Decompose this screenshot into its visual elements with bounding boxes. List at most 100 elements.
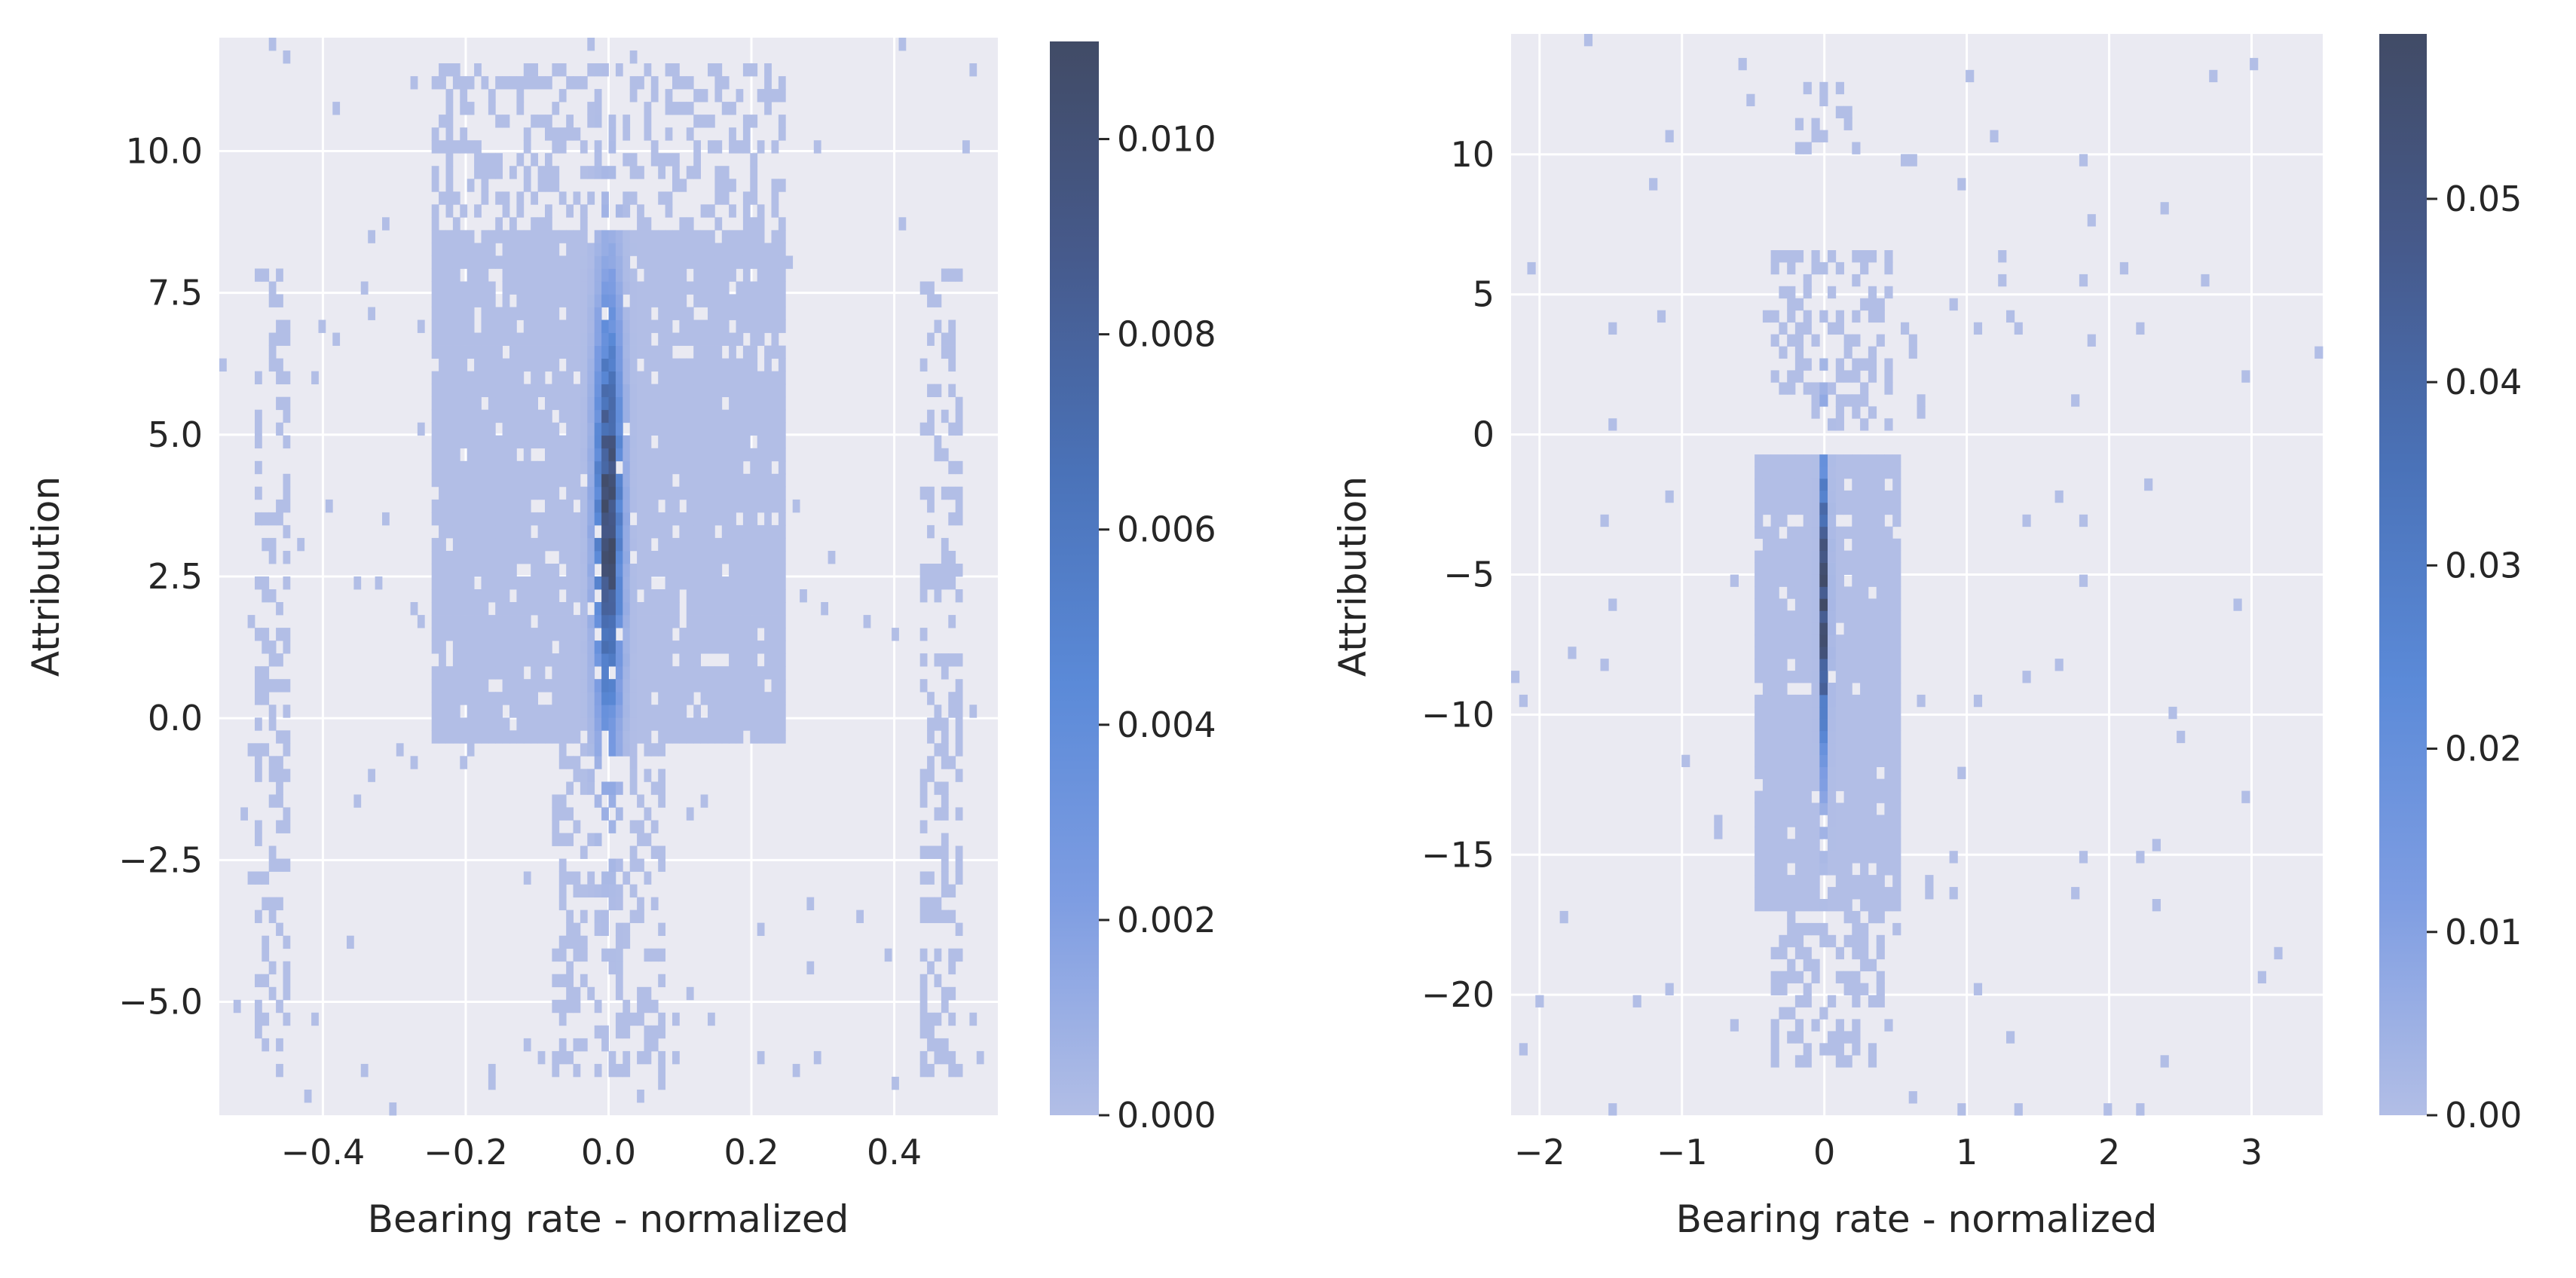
density-cell — [1884, 261, 1893, 275]
density-cell — [481, 179, 489, 192]
density-cell — [573, 1038, 581, 1052]
density-cell — [1860, 887, 1869, 900]
density-cell — [1803, 995, 1812, 1007]
density-cell — [969, 1012, 977, 1026]
density-cell — [650, 615, 659, 628]
density-cell — [608, 717, 616, 731]
density-cell — [672, 179, 680, 192]
density-cell — [1811, 406, 1820, 419]
density-cell — [969, 63, 977, 77]
density-cell — [1884, 490, 1893, 503]
density-cell — [594, 448, 602, 462]
density-cell — [552, 307, 560, 320]
density-cell — [644, 486, 652, 500]
density-cell — [1876, 466, 1885, 479]
density-cell — [566, 756, 574, 769]
density-cell — [1835, 815, 1844, 827]
density-cell — [1811, 478, 1820, 491]
density-cell — [750, 153, 758, 167]
density-cell — [558, 1012, 567, 1026]
density-cell — [948, 692, 956, 705]
density-cell — [644, 537, 652, 552]
density-cell — [566, 268, 574, 282]
density-cell — [644, 564, 652, 577]
density-cell — [283, 961, 291, 975]
density-cell — [467, 641, 475, 654]
density-cell — [1779, 610, 1788, 623]
density-cell — [658, 602, 665, 616]
density-cell — [587, 512, 595, 526]
density-cell — [771, 448, 779, 462]
density-cell — [1828, 490, 1837, 503]
density-cell — [580, 358, 588, 372]
density-cell — [721, 102, 730, 115]
density-cell — [1892, 875, 1901, 888]
density-cell — [1892, 815, 1901, 827]
density-cell — [1762, 538, 1772, 552]
density-cell — [778, 730, 786, 744]
density-cell — [686, 807, 694, 821]
density-cell — [1828, 418, 1837, 431]
density-cell — [771, 345, 779, 359]
density-cell — [460, 358, 468, 372]
density-cell — [460, 730, 468, 744]
density-cell — [665, 653, 673, 667]
density-cell — [537, 179, 546, 192]
density-cell — [545, 486, 552, 500]
density-cell — [537, 653, 546, 667]
density-cell — [516, 551, 525, 564]
density-cell — [495, 705, 503, 718]
density-cell — [708, 679, 715, 693]
density-cell — [700, 230, 708, 243]
density-cell — [509, 666, 517, 680]
density-cell — [552, 243, 560, 256]
density-cell — [439, 268, 446, 282]
density-cell — [566, 692, 574, 705]
density-cell — [474, 537, 482, 552]
density-cell — [672, 76, 680, 90]
density-cell — [764, 307, 772, 320]
density-cell — [1819, 622, 1828, 635]
density-cell — [545, 307, 552, 320]
density-cell — [700, 268, 708, 282]
density-cell — [1860, 598, 1869, 611]
density-cell — [644, 422, 652, 436]
density-cell — [1779, 778, 1788, 791]
density-cell — [1860, 647, 1869, 659]
density-cell — [509, 512, 517, 526]
density-cell — [1779, 647, 1788, 659]
density-cell — [445, 294, 454, 307]
density-cell — [1876, 574, 1885, 587]
density-cell — [757, 537, 765, 552]
density-cell — [481, 371, 489, 385]
density-cell — [587, 422, 595, 436]
density-cell — [1811, 610, 1820, 623]
density-cell — [1770, 454, 1779, 467]
density-cell — [750, 345, 758, 359]
density-cell — [644, 255, 652, 269]
density-cell — [1755, 574, 1764, 587]
density-cell — [771, 281, 779, 295]
density-cell — [771, 230, 779, 243]
density-cell — [558, 756, 567, 769]
density-cell — [1835, 490, 1844, 503]
density-cell — [460, 384, 468, 398]
density-cell — [764, 537, 772, 552]
density-cell — [778, 396, 786, 411]
density-cell — [1779, 730, 1788, 744]
density-cell — [502, 460, 510, 475]
density-cell — [948, 576, 956, 590]
density-cell — [714, 448, 723, 462]
density-cell — [1787, 298, 1796, 311]
density-cell — [1803, 887, 1812, 900]
density-cell — [255, 422, 262, 436]
density-cell — [276, 653, 283, 667]
density-cell — [255, 628, 262, 641]
density-cell — [806, 961, 815, 975]
density-cell — [276, 781, 283, 795]
density-cell — [729, 243, 736, 256]
density-cell — [431, 537, 439, 552]
density-cell — [1852, 274, 1861, 287]
density-cell — [800, 589, 807, 603]
density-cell — [629, 524, 638, 539]
